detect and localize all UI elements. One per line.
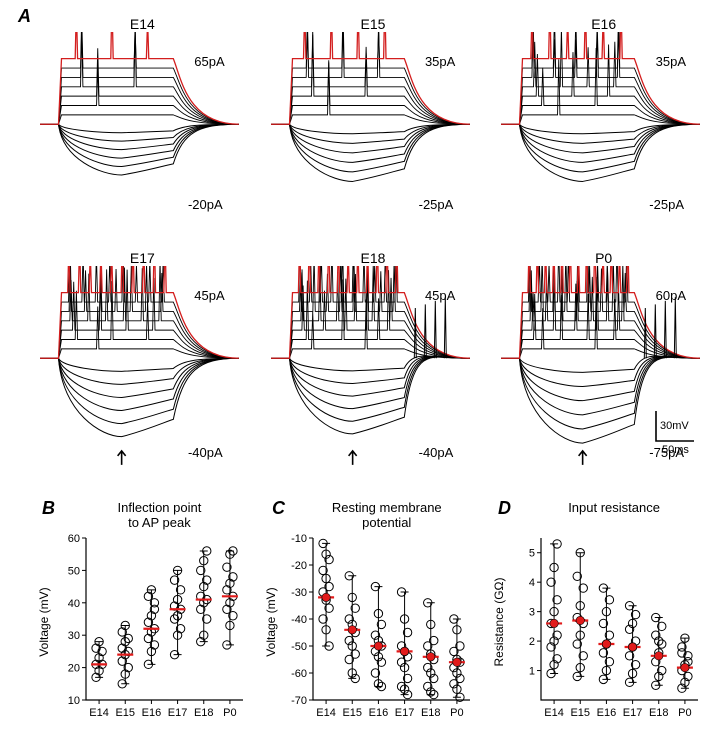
- top-current-annot: 60pA: [656, 288, 686, 303]
- scatter-panel-d: Input resistance Resistance (GΩ) 12345E1…: [507, 502, 702, 727]
- trace-cell-E18: E1845pA-40pA: [269, 254, 478, 480]
- svg-text:E16: E16: [596, 707, 616, 719]
- trace-title: E17: [130, 250, 155, 266]
- top-current-annot: 35pA: [656, 54, 686, 69]
- scatter-panel-c: Resting membranepotential Voltage (mV) -…: [279, 502, 474, 727]
- svg-text:40: 40: [68, 598, 80, 610]
- bottom-current-annot: -25pA: [649, 197, 684, 212]
- svg-text:4: 4: [529, 577, 535, 589]
- svg-text:50: 50: [68, 565, 80, 577]
- svg-text:E15: E15: [570, 707, 590, 719]
- svg-text:20: 20: [68, 663, 80, 675]
- svg-text:P0: P0: [451, 707, 464, 719]
- svg-text:3: 3: [529, 607, 535, 619]
- bottom-current-annot: -40pA: [419, 445, 454, 460]
- trace-title: E16: [591, 16, 616, 32]
- svg-text:E14: E14: [544, 707, 564, 719]
- svg-text:E18: E18: [421, 707, 441, 719]
- bottom-current-annot: -25pA: [419, 197, 454, 212]
- panel-a-label: A: [18, 6, 31, 27]
- top-current-annot: 65pA: [194, 54, 224, 69]
- svg-text:30: 30: [68, 630, 80, 642]
- svg-text:E16: E16: [142, 707, 162, 719]
- trace-title: E14: [130, 16, 155, 32]
- trace-cell-E16: E1635pA-25pA: [499, 20, 708, 246]
- svg-text:E18: E18: [649, 707, 669, 719]
- svg-text:-10: -10: [291, 533, 307, 545]
- svg-text:E14: E14: [317, 707, 337, 719]
- svg-text:E15: E15: [115, 707, 135, 719]
- svg-text:1: 1: [529, 666, 535, 678]
- svg-text:-20: -20: [291, 560, 307, 572]
- svg-text:-60: -60: [291, 668, 307, 680]
- svg-text:60: 60: [68, 533, 80, 545]
- figure: A B C D E1465pA-20pAE1535pA-25pAE1635pA-…: [0, 0, 720, 744]
- scatter-row: Inflection pointto AP peak Voltage (mV) …: [52, 502, 702, 727]
- svg-text:-40: -40: [291, 614, 307, 626]
- svg-text:E15: E15: [343, 707, 363, 719]
- svg-text:E14: E14: [89, 707, 109, 719]
- trace-title: E18: [361, 250, 386, 266]
- bottom-current-annot: -75pA: [649, 445, 684, 460]
- svg-text:2: 2: [529, 636, 535, 648]
- trace-title: P0: [595, 250, 612, 266]
- svg-text:5: 5: [529, 548, 535, 560]
- svg-text:E16: E16: [369, 707, 389, 719]
- trace-cell-E15: E1535pA-25pA: [269, 20, 478, 246]
- svg-text:-70: -70: [291, 695, 307, 707]
- top-current-annot: 45pA: [425, 288, 455, 303]
- svg-text:10: 10: [68, 695, 80, 707]
- svg-text:30mV: 30mV: [660, 420, 689, 432]
- panel-c-ylabel: Voltage (mV): [264, 587, 278, 656]
- bottom-current-annot: -20pA: [188, 197, 223, 212]
- svg-text:P0: P0: [223, 707, 236, 719]
- panel-b-ylabel: Voltage (mV): [37, 587, 51, 656]
- trace-grid: E1465pA-20pAE1535pA-25pAE1635pA-25pAE174…: [38, 20, 708, 480]
- bottom-current-annot: -40pA: [188, 445, 223, 460]
- trace-title: E15: [361, 16, 386, 32]
- svg-text:E18: E18: [194, 707, 214, 719]
- svg-text:-30: -30: [291, 587, 307, 599]
- trace-cell-E14: E1465pA-20pA: [38, 20, 247, 246]
- top-current-annot: 35pA: [425, 54, 455, 69]
- svg-text:-50: -50: [291, 641, 307, 653]
- panel-d-ylabel: Resistance (GΩ): [492, 577, 506, 666]
- svg-text:E17: E17: [168, 707, 188, 719]
- trace-cell-E17: E1745pA-40pA: [38, 254, 247, 480]
- trace-cell-P0: P030mV50ms60pA-75pA: [499, 254, 708, 480]
- svg-text:E17: E17: [622, 707, 642, 719]
- panel-d-title: Input resistance: [568, 500, 660, 515]
- scatter-panel-b: Inflection pointto AP peak Voltage (mV) …: [52, 502, 247, 727]
- svg-text:P0: P0: [678, 707, 691, 719]
- top-current-annot: 45pA: [194, 288, 224, 303]
- svg-text:E17: E17: [395, 707, 415, 719]
